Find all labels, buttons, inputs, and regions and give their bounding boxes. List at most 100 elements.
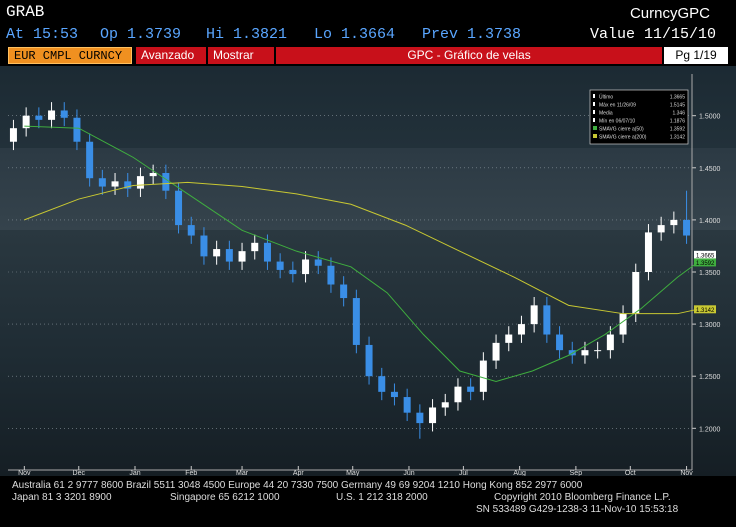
value-tag <box>694 258 716 267</box>
legend-swatch <box>593 102 595 106</box>
y-tick-label: 1.3500 <box>699 270 721 277</box>
y-tick-label: 1.4000 <box>699 218 721 225</box>
candle-body <box>517 324 525 335</box>
legend-swatch <box>593 118 595 122</box>
candle-body <box>441 402 449 408</box>
candle-body <box>213 249 221 257</box>
x-tick-label: May <box>346 470 360 476</box>
candle-body <box>492 342 500 361</box>
candle-body <box>352 298 360 345</box>
quote-open: Op 1.3739 <box>100 26 182 43</box>
candle-body <box>556 334 564 351</box>
legend-value: 1.3592 <box>670 127 686 133</box>
candle-body <box>162 173 170 191</box>
function-title: GPC - Gráfico de velas <box>276 47 662 64</box>
x-tick-label: Nov <box>680 470 693 476</box>
y-tick-label: 1.3000 <box>699 322 721 329</box>
legend-swatch <box>593 126 597 130</box>
moving-average-line <box>24 125 698 382</box>
candle-body <box>175 190 183 226</box>
moving-average-line <box>24 181 698 315</box>
value-tag-label: 1.3142 <box>696 308 715 314</box>
legend-swatch <box>593 110 595 114</box>
y-tick-label: 1.5000 <box>699 114 721 121</box>
candle-body <box>124 181 132 189</box>
x-tick-label: Dec <box>73 470 86 476</box>
candle-body <box>225 249 233 262</box>
legend-value: 1.3665 <box>670 95 686 101</box>
legend-value: 1.3142 <box>670 135 686 141</box>
candle-body <box>594 350 602 352</box>
quote-prev: Prev 1.3738 <box>422 26 522 43</box>
candle-body <box>98 178 106 187</box>
candle-body <box>73 117 81 142</box>
legend-label: Último <box>599 94 613 101</box>
page-indicator[interactable]: Pg 1/19 <box>664 47 728 64</box>
candle-body <box>467 386 475 392</box>
legend-label: Media <box>599 111 613 117</box>
candle-body <box>276 261 284 270</box>
x-tick-label: Aug <box>513 470 526 476</box>
candle-body <box>619 313 627 335</box>
value-date: Value 11/15/10 <box>589 26 716 43</box>
copyright: Copyright 2010 Bloomberg Finance L.P. <box>494 492 671 503</box>
candle-body <box>365 344 373 377</box>
candle-body <box>670 219 678 226</box>
footer-contacts: Australia 61 2 9777 8600 Brazil 5511 304… <box>12 480 583 491</box>
candle-body <box>606 334 614 351</box>
x-tick-label: Apr <box>293 470 305 476</box>
quote-high: Hi 1.3821 <box>206 26 288 43</box>
advanced-button[interactable]: Avanzado <box>136 47 206 64</box>
legend-box <box>589 89 689 145</box>
candle-body <box>403 397 411 413</box>
legend-swatch <box>593 134 597 138</box>
y-tick-label: 1.2000 <box>699 426 721 433</box>
candle-body <box>22 115 30 129</box>
candle-body <box>340 284 348 299</box>
candle-body <box>136 176 144 189</box>
candle-body <box>251 242 259 252</box>
value-tag-label: 1.3592 <box>696 261 715 267</box>
candle-body <box>505 334 513 343</box>
candle-body <box>327 265 335 285</box>
legend-label: Máx en 11/26/09 <box>599 103 636 109</box>
candle-body <box>543 305 551 335</box>
x-tick-label: Jul <box>459 470 468 476</box>
candle-body <box>479 360 487 392</box>
candle-body <box>683 219 691 236</box>
value-tag <box>694 305 716 314</box>
candle-body <box>302 259 310 275</box>
x-tick-label: Mar <box>236 470 249 476</box>
candle-body <box>632 272 640 314</box>
candle-body <box>390 391 398 398</box>
security-field[interactable]: EUR CMPL CURNCY <box>8 47 132 64</box>
x-tick-label: Nov <box>18 470 31 476</box>
candle-body <box>454 386 462 403</box>
candle-body <box>581 350 589 356</box>
x-tick-label: Jan <box>129 470 140 476</box>
x-tick-label: Jun <box>403 470 414 476</box>
show-button[interactable]: Mostrar <box>208 47 274 64</box>
legend-value: 1.346 <box>672 111 685 117</box>
candle-body <box>263 242 271 262</box>
footer-contact: U.S. 1 212 318 2000 <box>336 492 428 503</box>
candle-body <box>149 173 157 177</box>
candle-body <box>35 115 43 120</box>
x-tick-label: Oct <box>625 470 636 476</box>
value-tag <box>694 250 716 259</box>
candle-body <box>289 269 297 275</box>
legend-label: Mín en 06/07/10 <box>599 119 635 125</box>
candle-body <box>200 235 208 257</box>
y-tick-label: 1.4500 <box>699 166 721 173</box>
legend-value: 1.5145 <box>670 103 686 109</box>
quote-low: Lo 1.3664 <box>314 26 396 43</box>
candle-body <box>429 407 437 424</box>
candle-body <box>187 225 195 236</box>
footer-contact: Japan 81 3 3201 8900 <box>12 492 112 503</box>
legend-swatch <box>593 94 595 98</box>
quote-row: At 15:53 Op 1.3739 Hi 1.3821 Lo 1.3664 P… <box>0 26 736 44</box>
candle-body <box>9 128 17 142</box>
x-tick-label: Sep <box>570 470 583 476</box>
candle-body <box>644 232 652 272</box>
quote-time: At 15:53 <box>6 26 79 43</box>
